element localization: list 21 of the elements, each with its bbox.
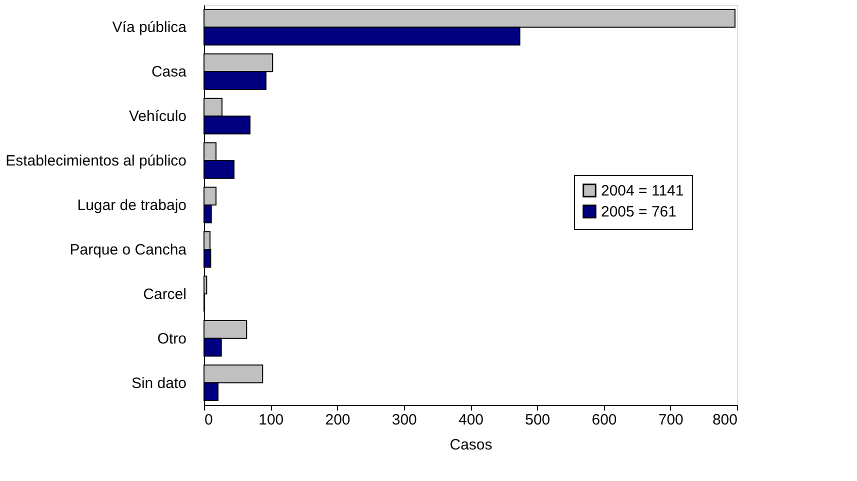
legend-label: 2005 = 761 [601, 204, 676, 220]
y-tick-label: Sin dato [131, 374, 186, 392]
x-tick-label: 500 [525, 412, 550, 428]
y-tick-label: Lugar de trabajo [77, 197, 186, 214]
x-tick-label: 800 [712, 412, 738, 428]
x-tick-label: 100 [258, 412, 284, 428]
x-tick-label: 600 [592, 412, 617, 428]
x-tick-label: 300 [392, 412, 417, 428]
y-tick-label: Parque o Cancha [70, 241, 188, 258]
y-tick-label: Establecimientos al público [6, 152, 186, 170]
x-tick-label: 0 [204, 412, 213, 428]
y-tick-label: Vía pública [112, 19, 188, 36]
x-tick-label: 200 [325, 412, 350, 428]
legend-label: 2004 = 1141 [601, 182, 684, 200]
y-tick-label: Casa [151, 64, 188, 81]
x-tick-label: 700 [658, 412, 684, 428]
y-tick-label: Vehículo [128, 108, 186, 126]
x-tick-label: 400 [458, 412, 484, 428]
y-tick-label: Carcel [143, 286, 186, 303]
x-axis-title: Casos [450, 436, 492, 454]
y-tick-label: Otro [157, 330, 186, 348]
